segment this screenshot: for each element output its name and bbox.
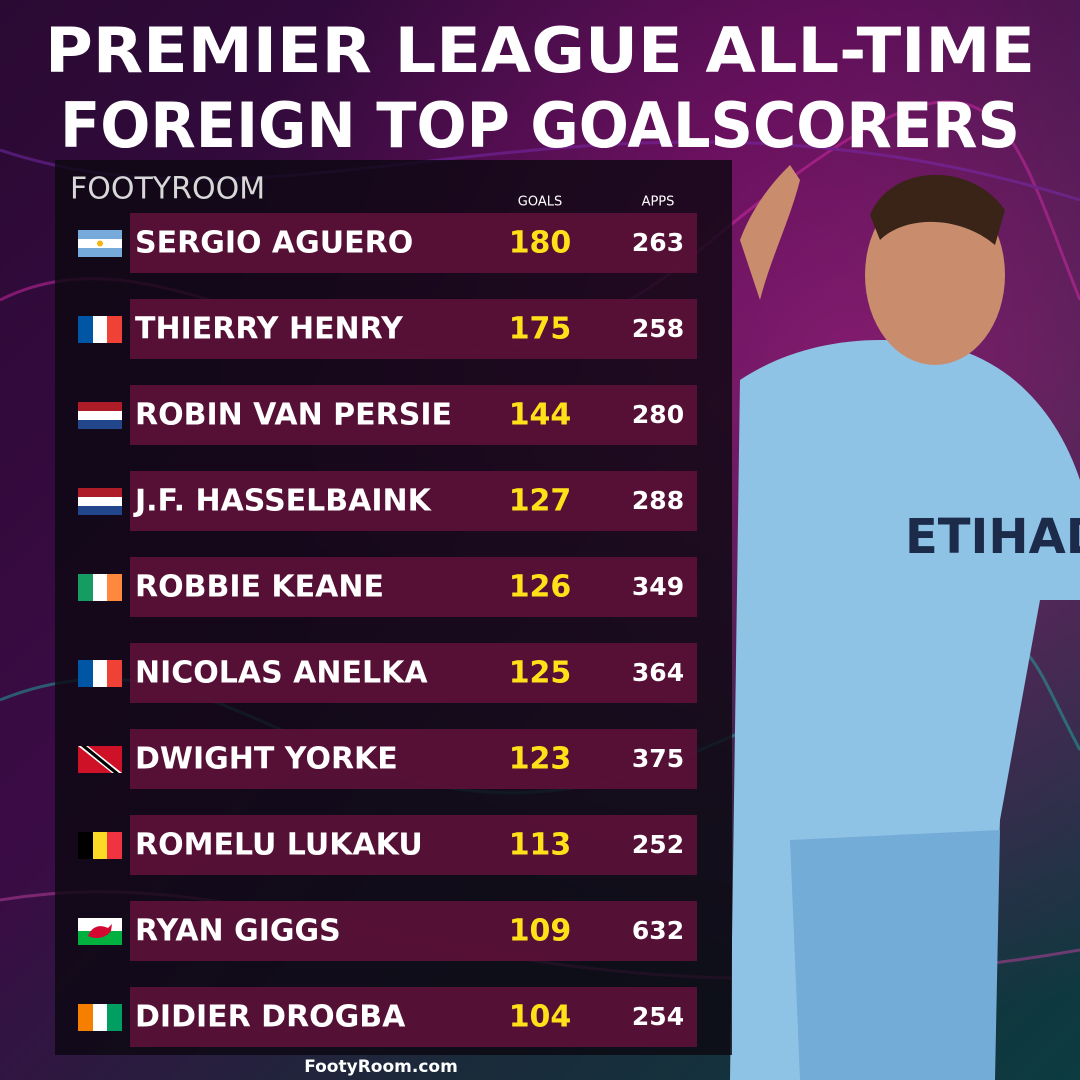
goals: 125 <box>509 656 572 691</box>
table-row: NICOLAS ANELKA 125 364 <box>130 643 697 703</box>
apps: 254 <box>632 1002 684 1031</box>
row-bar <box>130 901 697 961</box>
row-bar <box>130 213 697 273</box>
player-name: SERGIO AGUERO <box>135 226 413 261</box>
goals: 127 <box>509 484 572 519</box>
title-line: FOREIGN TOP GOALSCORERS <box>60 89 1020 162</box>
player-name: THIERRY HENRY <box>135 312 404 347</box>
flag-france <box>78 660 122 687</box>
flag-ivory-coast <box>78 1004 122 1031</box>
goals: 104 <box>509 1000 572 1035</box>
goals: 126 <box>509 570 572 605</box>
goals: 144 <box>509 398 572 433</box>
apps: 252 <box>632 830 684 859</box>
flag-wales <box>78 918 122 945</box>
goals: 175 <box>509 312 572 347</box>
row-bar <box>130 471 697 531</box>
flags <box>78 230 122 1031</box>
player-name: ROBBIE KEANE <box>135 570 384 605</box>
apps: 349 <box>632 572 684 601</box>
flag-ireland <box>78 574 122 601</box>
apps: 375 <box>632 744 684 773</box>
player-name: ROMELU LUKAKU <box>135 828 423 863</box>
apps: 632 <box>632 916 684 945</box>
row-bar <box>130 729 697 789</box>
table-row: THIERRY HENRY 175 258 <box>130 299 697 359</box>
shirt-sponsor: ETIHAD <box>905 509 1080 565</box>
table-rows: SERGIO AGUERO 180 263 THIERRY HENRY 175 258 RO… <box>130 213 697 1047</box>
footer: FootyRoom.com <box>304 1057 458 1077</box>
goals: 180 <box>509 226 572 261</box>
player-name: RYAN GIGGS <box>135 914 341 949</box>
player-name: J.F. HASSELBAINK <box>133 484 433 519</box>
apps: 263 <box>632 228 684 257</box>
column-header: APPS <box>642 195 675 210</box>
player-name: DWIGHT YORKE <box>135 742 398 777</box>
title-line: PREMIER LEAGUE ALL-TIME <box>45 14 1035 87</box>
table-row: DWIGHT YORKE 123 375 <box>130 729 697 789</box>
player-name: DIDIER DROGBA <box>135 1000 406 1035</box>
table-row: RYAN GIGGS 109 632 <box>130 901 697 961</box>
goals: 113 <box>509 828 572 863</box>
player-name: NICOLAS ANELKA <box>135 656 428 691</box>
flag-netherlands <box>78 488 122 515</box>
apps: 258 <box>632 314 684 343</box>
apps: 288 <box>632 486 684 515</box>
table-row: ROBIN VAN PERSIE 144 280 <box>130 385 697 445</box>
column-header: GOALS <box>518 195 562 210</box>
player-name: ROBIN VAN PERSIE <box>135 398 452 433</box>
goals: 109 <box>509 914 572 949</box>
row-bar <box>130 557 697 617</box>
flag-belgium <box>78 832 122 859</box>
apps: 364 <box>632 658 684 687</box>
table-row: J.F. HASSELBAINK 127 288 <box>130 471 697 531</box>
player-image: ETIHAD <box>730 165 1080 1080</box>
apps: 280 <box>632 400 684 429</box>
goals: 123 <box>509 742 572 777</box>
row-bar <box>130 385 697 445</box>
table-row: DIDIER DROGBA 104 254 <box>130 987 697 1047</box>
row-bar <box>130 987 697 1047</box>
row-bar <box>130 815 697 875</box>
table-row: ROMELU LUKAKU 113 252 <box>130 815 697 875</box>
flag-trinidad <box>78 746 122 773</box>
flag-france <box>78 316 122 343</box>
row-bar <box>130 643 697 703</box>
row-bar <box>130 299 697 359</box>
flag-argentina <box>78 230 122 257</box>
table-row: SERGIO AGUERO 180 263 <box>130 213 697 273</box>
table-row: ROBBIE KEANE 126 349 <box>130 557 697 617</box>
logo: FOOTYROOM <box>70 172 265 207</box>
flag-netherlands <box>78 402 122 429</box>
